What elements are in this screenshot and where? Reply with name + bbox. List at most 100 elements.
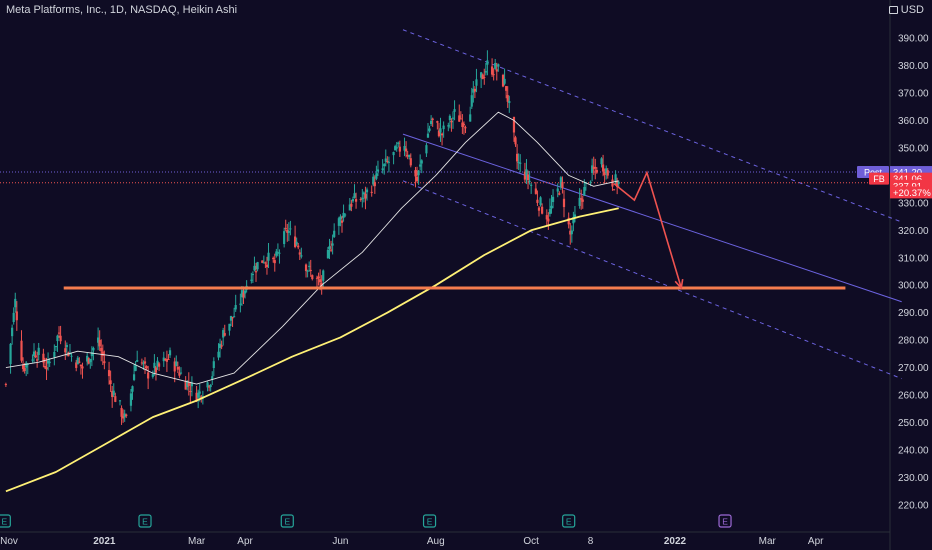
candle xyxy=(406,150,409,160)
earnings-marker[interactable]: E xyxy=(562,514,576,528)
candle xyxy=(11,324,14,345)
candle xyxy=(472,81,475,103)
channel-mid-line[interactable] xyxy=(402,133,902,303)
candle xyxy=(526,170,530,190)
earnings-label: E xyxy=(566,517,572,527)
x-tick-label: 8 xyxy=(588,536,594,547)
candle xyxy=(492,68,495,81)
candle xyxy=(431,117,434,127)
candle xyxy=(45,357,48,381)
candle xyxy=(426,123,430,138)
candle xyxy=(283,227,286,248)
candle xyxy=(353,184,356,199)
candle xyxy=(36,351,39,368)
candle xyxy=(265,256,269,275)
candle xyxy=(397,141,400,148)
candle xyxy=(143,357,147,374)
candle xyxy=(475,68,478,93)
candle xyxy=(100,339,103,362)
candle xyxy=(548,198,552,217)
candle xyxy=(484,62,487,76)
y-tick-label: 380.00 xyxy=(898,61,929,72)
x-axis[interactable]: Nov 2021 Mar Apr Jun Aug Oct 8 2022 Mar Apr xyxy=(0,536,824,547)
candle xyxy=(208,384,211,392)
candle xyxy=(344,213,347,218)
candle xyxy=(342,204,345,222)
candle xyxy=(120,405,123,425)
candle xyxy=(111,385,114,408)
candle xyxy=(25,361,28,377)
candle xyxy=(114,392,117,403)
candle xyxy=(559,176,562,190)
candle xyxy=(373,175,376,194)
candle xyxy=(286,223,289,242)
candle xyxy=(304,263,308,278)
candle xyxy=(420,159,423,174)
x-tick-label: Apr xyxy=(237,536,253,547)
y-tick-label: 330.00 xyxy=(898,198,929,209)
candle xyxy=(375,165,378,181)
earnings-marker[interactable]: E xyxy=(0,514,11,528)
candle xyxy=(86,352,89,366)
y-tick-label: 370.00 xyxy=(898,88,929,99)
candle xyxy=(480,71,483,89)
candle xyxy=(34,350,37,359)
candle xyxy=(70,352,73,362)
candle xyxy=(503,68,506,86)
candle xyxy=(162,351,165,367)
earnings-marker[interactable]: E xyxy=(718,514,732,528)
candle xyxy=(222,327,225,346)
candle xyxy=(328,238,331,260)
candle xyxy=(223,324,226,337)
candle xyxy=(218,338,222,358)
candle xyxy=(365,187,369,201)
sma-200-line[interactable] xyxy=(5,207,619,493)
candle xyxy=(306,269,309,278)
candle xyxy=(165,350,169,372)
candle xyxy=(556,183,559,198)
candle xyxy=(351,196,355,203)
chart-title: Meta Platforms, Inc., 1D, NASDAQ, Heikin… xyxy=(6,4,238,16)
candle xyxy=(184,376,187,390)
candle xyxy=(572,211,575,232)
candle xyxy=(473,86,476,99)
candle xyxy=(231,316,234,327)
candle xyxy=(442,121,445,138)
candle xyxy=(167,354,170,361)
channel-lower-line[interactable] xyxy=(402,180,902,380)
earnings-marker[interactable]: E xyxy=(280,514,294,528)
candle xyxy=(12,307,15,325)
earnings-label: E xyxy=(427,517,433,527)
candle xyxy=(523,162,527,183)
candle xyxy=(97,327,100,351)
candle xyxy=(20,330,23,363)
candle xyxy=(54,345,58,352)
candle xyxy=(350,199,353,212)
candle xyxy=(42,348,45,368)
sma-50-line[interactable] xyxy=(5,111,619,385)
currency-selector[interactable]: USD xyxy=(888,4,924,16)
candle xyxy=(569,222,572,245)
candle xyxy=(394,144,397,151)
candle xyxy=(90,346,93,367)
candle xyxy=(459,111,462,120)
candle xyxy=(430,115,433,127)
candle xyxy=(197,389,200,409)
candle xyxy=(339,214,342,227)
x-tick-label: Aug xyxy=(427,536,445,547)
projection-path[interactable] xyxy=(613,170,683,289)
earnings-marker[interactable]: E xyxy=(138,514,152,528)
earnings-marker[interactable]: E xyxy=(422,514,437,528)
candle xyxy=(409,153,412,168)
candle xyxy=(517,153,520,170)
candle xyxy=(14,292,17,313)
candle xyxy=(261,260,264,264)
channel-upper-line[interactable] xyxy=(402,29,902,223)
y-tick-label: 270.00 xyxy=(898,363,929,374)
candle xyxy=(293,225,297,249)
price-label-tag: FB xyxy=(873,174,885,184)
candle xyxy=(550,195,553,214)
candle xyxy=(594,158,597,180)
candle xyxy=(15,301,18,331)
